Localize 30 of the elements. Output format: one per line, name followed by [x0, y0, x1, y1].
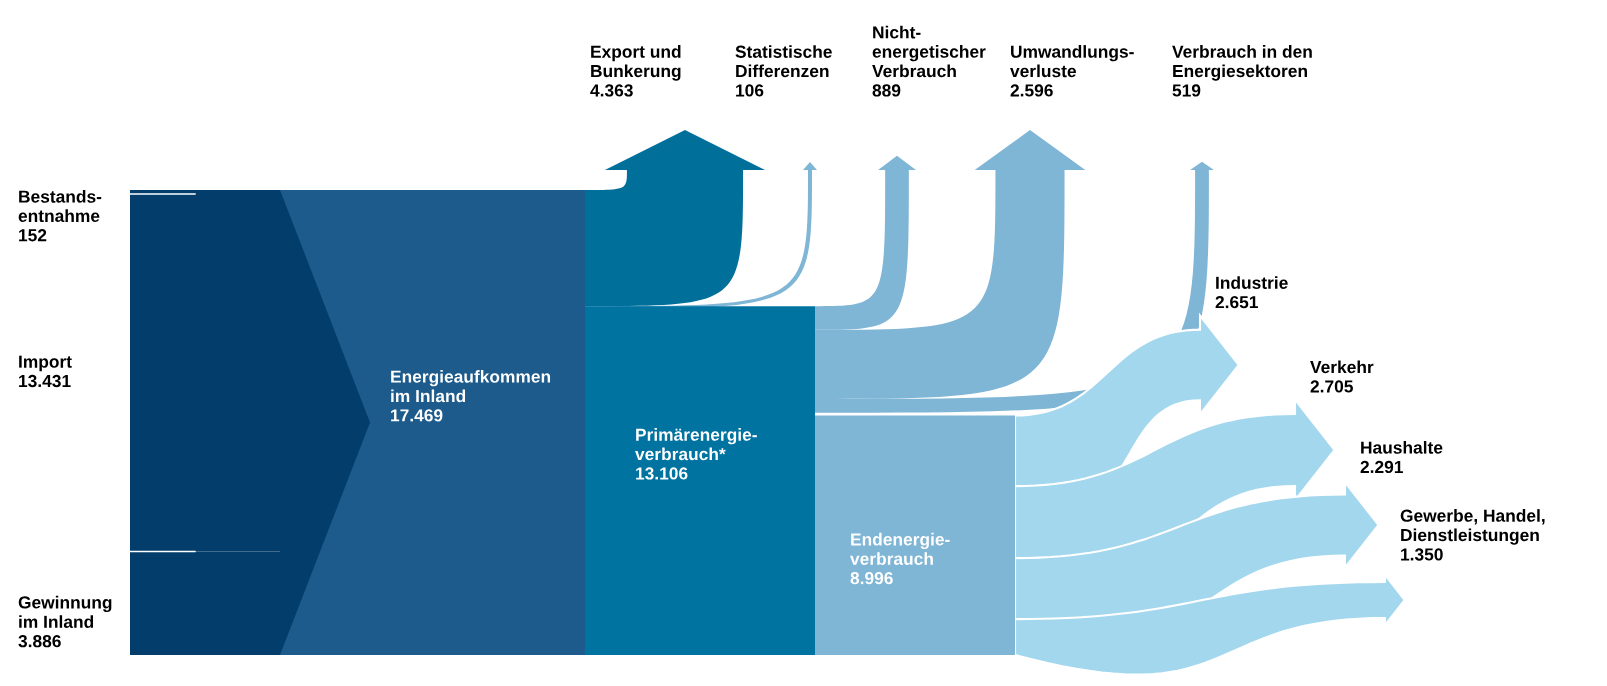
category-label: Primärenergie- verbrauch*: [635, 428, 757, 461]
data-label: 17.469: [391, 409, 443, 422]
data-label: 152: [19, 229, 47, 242]
category-label: Import: [19, 355, 72, 372]
data-label: 2.651: [1215, 295, 1258, 309]
data-label: 2.291: [1360, 460, 1403, 474]
category-label: Industrie: [1216, 276, 1288, 289]
category-label: Verkehr: [1310, 360, 1374, 374]
category-label: Gewinnung im Inland: [18, 595, 112, 628]
data-label: 889: [872, 84, 901, 97]
category-label: Nicht- energetischer Verbrauch: [872, 25, 986, 78]
data-label: 8.996: [850, 572, 893, 585]
category-label: Gewerbe, Handel, Dienstleistungen: [1400, 509, 1545, 545]
category-label: Verbrauch in den Energiesektoren: [1172, 45, 1312, 81]
data-label: 1.350: [1401, 548, 1443, 561]
data-label: 4.363: [590, 84, 633, 97]
category-label: Umwandlungs- verluste: [1010, 45, 1134, 78]
category-label: Export und Bunkerung: [591, 45, 681, 81]
data-label: 3.886: [18, 635, 61, 648]
data-label: 2.596: [1010, 84, 1053, 97]
category-label: Statistische Differenzen: [735, 45, 832, 78]
data-label: 2.705: [1310, 380, 1353, 393]
category-label: Haushalte: [1361, 441, 1443, 454]
data-label: 13.431: [19, 374, 71, 388]
category-label: Bestands- entnahme: [18, 190, 102, 223]
data-label: 519: [1172, 84, 1201, 97]
category-label: Energieaufkommen im Inland: [391, 370, 551, 403]
category-label: Endenergie- verbrauch: [850, 532, 950, 565]
data-label: 106: [736, 84, 764, 97]
data-label: 13.106: [636, 467, 688, 480]
